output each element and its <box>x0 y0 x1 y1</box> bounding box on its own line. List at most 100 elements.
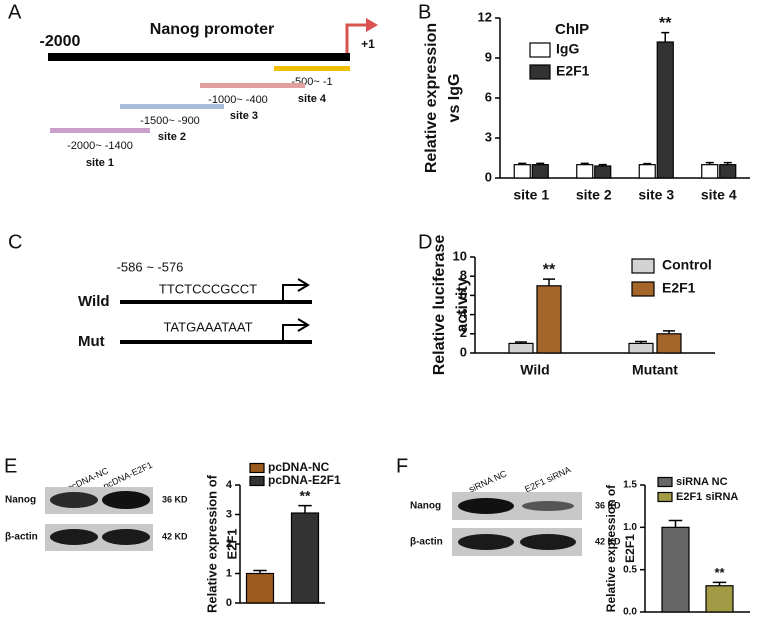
x-tick-label: site 2 <box>576 187 612 203</box>
panel-label: F <box>396 455 408 477</box>
x-tick-label: site 3 <box>638 187 674 203</box>
y-tick-label: 8 <box>460 268 467 283</box>
promoter-start: -2000 <box>40 33 81 50</box>
bar <box>638 164 656 179</box>
site-name: site 2 <box>158 131 186 143</box>
site-name: site 4 <box>298 93 327 105</box>
blot-size: 36 KD <box>595 500 621 510</box>
y-tick-label: 1.5 <box>623 480 637 491</box>
y-axis-label: activity <box>454 277 471 332</box>
y-tick-label: 6 <box>485 89 492 104</box>
legend-swatch <box>249 462 265 474</box>
y-tick-label: 2 <box>226 538 232 550</box>
legend-swatch <box>249 475 265 487</box>
site-bar <box>50 128 150 133</box>
error-bar <box>705 161 714 165</box>
y-axis-label: Relative expression <box>423 23 440 173</box>
bar <box>705 585 734 613</box>
blot-band <box>522 501 574 511</box>
annotation: ** <box>714 565 725 580</box>
error-bar <box>598 163 607 166</box>
legend-swatch <box>529 64 551 80</box>
blot-row: Nanog <box>410 501 441 512</box>
y-tick-label: 1.0 <box>623 522 637 533</box>
bar <box>290 512 320 604</box>
panel-label: A <box>8 1 22 23</box>
blot-column: pcDNA-E2F1 <box>102 460 154 491</box>
bar <box>576 164 594 179</box>
tss-arrow <box>282 278 310 300</box>
legend-swatch <box>529 42 551 58</box>
sequence-position: -586 ~ -576 <box>117 259 184 274</box>
blot-row: β-actin <box>5 532 38 543</box>
legend-label: E2F1 <box>556 63 590 79</box>
error-bar <box>663 330 675 334</box>
y-tick-label: 9 <box>485 49 492 64</box>
sequence-row-label: Mut <box>78 333 105 350</box>
error-bar <box>635 340 647 344</box>
blot-column: siRNA NC <box>467 468 508 494</box>
sequence: TATGAAATAAT <box>163 319 252 334</box>
promoter-end: +1 <box>361 37 375 51</box>
site-name: site 1 <box>86 157 114 169</box>
blot-row: Nanog <box>5 495 36 506</box>
error-bar <box>515 341 527 344</box>
legend-label: pcDNA-NC <box>268 460 330 474</box>
error-bar <box>643 162 652 165</box>
panel-label: E <box>4 455 17 477</box>
bar <box>701 164 719 179</box>
bar <box>594 165 612 179</box>
error-bar <box>536 162 545 165</box>
y-tick-label: 4 <box>460 306 468 321</box>
y-tick-label: 0.5 <box>623 564 637 575</box>
y-tick-label: 2 <box>460 325 467 340</box>
bar <box>719 164 737 179</box>
sequence: TTCTCCCGCCT <box>159 281 257 296</box>
y-axis-label: Relative luciferase <box>431 235 448 376</box>
x-tick-label: site 4 <box>701 187 737 203</box>
blot-band <box>102 529 150 545</box>
y-tick-label: 0 <box>485 169 492 184</box>
panel-label: C <box>8 231 22 253</box>
blot-band <box>458 534 514 550</box>
error-bar <box>580 162 589 165</box>
x-tick-label: site 1 <box>513 187 549 203</box>
tss-arrow <box>345 23 370 53</box>
legend-label: pcDNA-E2F1 <box>268 473 341 487</box>
y-tick-label: 4 <box>226 479 233 491</box>
bar <box>656 333 682 354</box>
bar <box>508 342 534 354</box>
blot-band <box>50 492 98 508</box>
annotation: ** <box>543 261 556 278</box>
error-bar <box>298 504 312 514</box>
legend-label: siRNA NC <box>676 476 728 488</box>
blot-band <box>50 529 98 545</box>
error-bar <box>518 162 527 165</box>
y-axis-label: vs IgG <box>446 74 463 123</box>
y-tick-label: 3 <box>226 508 232 520</box>
sequence-line <box>120 340 312 344</box>
bar <box>661 526 690 613</box>
legend-swatch <box>657 491 673 503</box>
y-axis-label: Relative expression of <box>204 474 219 613</box>
annotation: ** <box>300 487 311 503</box>
y-tick-label: 0 <box>226 597 232 609</box>
site-range: -1500~ -900 <box>140 115 200 127</box>
promoter-bar <box>48 53 350 61</box>
site-range: -2000~ -1400 <box>67 140 133 152</box>
panel-label: B <box>418 1 431 23</box>
bar <box>628 342 654 354</box>
tss-arrowhead <box>366 18 378 32</box>
bar <box>245 572 275 604</box>
y-tick-label: 6 <box>460 287 467 302</box>
bar <box>536 285 562 354</box>
tss-arrow <box>282 318 310 340</box>
site-name: site 3 <box>230 110 258 122</box>
error-bar <box>723 161 732 165</box>
error-bar <box>712 581 727 586</box>
legend-swatch <box>657 476 673 488</box>
annotation: ** <box>659 15 672 32</box>
x-tick-label: Mutant <box>632 362 678 378</box>
